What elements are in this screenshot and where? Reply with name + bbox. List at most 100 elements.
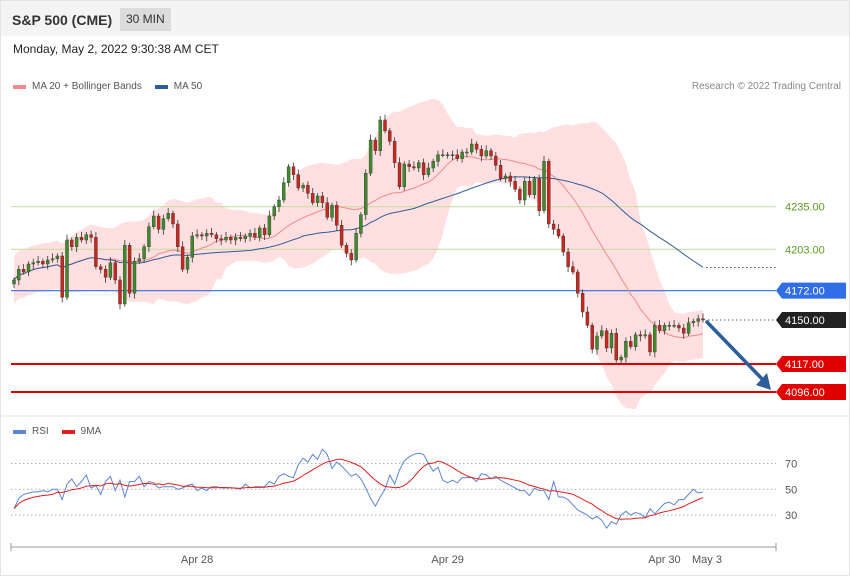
candle-body	[556, 229, 561, 237]
candle-body	[585, 311, 590, 326]
candle-body	[36, 261, 40, 263]
candle-body	[142, 246, 146, 259]
candle-body	[60, 255, 64, 298]
candle-body	[373, 139, 378, 151]
candle-body	[339, 225, 344, 246]
candle-body	[388, 130, 392, 142]
candle-body	[696, 318, 700, 322]
candle-body	[460, 151, 464, 159]
forecast-arrow-shaft	[705, 320, 767, 384]
candle-body	[277, 199, 281, 207]
candle-body	[523, 181, 527, 201]
candle-body	[576, 271, 580, 294]
legend-label-ma20: MA 20 + Bollinger Bands	[32, 81, 142, 92]
candle-body	[518, 189, 522, 201]
candle-body	[667, 325, 671, 327]
candle-body	[691, 321, 696, 323]
level-4203-00-label: 4203.00	[785, 244, 825, 256]
candle-body	[243, 235, 248, 239]
candle-body	[286, 166, 291, 183]
rsi-level-label-70: 70	[785, 458, 797, 470]
candle-body	[566, 251, 570, 267]
candle-body	[426, 167, 431, 175]
legend-swatch-ma50	[154, 84, 168, 89]
candle-body	[151, 215, 156, 227]
candle-body	[561, 235, 565, 253]
candle-body	[489, 150, 493, 157]
x-tick-label: Apr 29	[431, 554, 463, 566]
candle-body	[672, 325, 676, 327]
x-tick-label: Apr 30	[648, 554, 680, 566]
candle-body	[195, 234, 199, 237]
candle-body	[527, 181, 532, 195]
candle-body	[127, 245, 132, 294]
legend-label-rsi: RSI	[32, 426, 49, 437]
candle-body	[648, 334, 652, 353]
rsi-panel: 70 50 30	[11, 448, 797, 529]
candle-body	[31, 262, 35, 265]
candle-body	[537, 178, 541, 211]
legend-swatch-ma20	[13, 84, 26, 89]
legend-item-ma50: MA 50	[154, 81, 202, 92]
candle-body	[253, 233, 257, 238]
candle-body	[171, 213, 175, 225]
candle-body	[344, 245, 349, 254]
candle-body	[609, 333, 614, 349]
timestamp: Monday, May 2, 2022 9:30:38 AM CET	[13, 42, 219, 56]
candle-body	[551, 223, 556, 230]
candle-body	[147, 226, 151, 247]
x-tick-label: Apr 28	[181, 554, 213, 566]
candle-body	[470, 143, 474, 153]
rsi-level-label-50: 50	[785, 484, 797, 496]
candle-body	[209, 233, 214, 235]
candle-body	[161, 218, 166, 230]
candle-body	[94, 237, 98, 267]
candle-body	[262, 227, 267, 235]
research-credit: Research © 2022 Trading Central	[691, 81, 841, 92]
candle-body	[238, 237, 243, 239]
candle-body	[21, 269, 26, 273]
candle-body	[595, 335, 599, 350]
level-4235-00-label: 4235.00	[785, 202, 825, 214]
candle-body	[484, 150, 488, 157]
candle-body	[431, 161, 435, 169]
candle-body	[291, 166, 296, 175]
candle-body	[89, 234, 93, 238]
candle-body	[547, 161, 551, 225]
candle-body	[412, 166, 416, 169]
level-labels: 4235.00 4203.00 4172.00 4150.00 4117.00 4096.…	[776, 202, 846, 400]
candle-body	[248, 233, 252, 237]
legend-item-ma20: MA 20 + Bollinger Bands	[13, 81, 142, 92]
legend-item-rsi: RSI	[13, 426, 49, 437]
candle-body	[315, 195, 320, 203]
candle-body	[224, 237, 228, 241]
candle-body	[204, 233, 209, 237]
candle-body	[508, 175, 512, 182]
candle-body	[123, 245, 127, 305]
bollinger-band	[14, 99, 703, 410]
candle-body	[407, 163, 411, 167]
candle-body	[441, 154, 445, 156]
candle-body	[190, 235, 195, 258]
candle-body	[619, 357, 623, 361]
x-axis: Apr 28 Apr 29 Apr 30 May 3	[10, 543, 777, 566]
candle-body	[494, 155, 498, 166]
level-4117-00-label: 4117.00	[785, 359, 824, 371]
level-4117-00-tag	[776, 356, 846, 372]
candle-body	[41, 261, 45, 265]
interval-badge[interactable]: 30 MIN	[120, 8, 171, 31]
candle-body	[156, 215, 161, 230]
candle-body	[657, 325, 662, 331]
level-4150-00-tag	[776, 312, 846, 328]
candle-body	[421, 162, 426, 175]
candle-body	[392, 141, 397, 163]
candle-body	[653, 325, 657, 353]
candle-body	[479, 149, 484, 157]
candle-body	[354, 233, 358, 261]
candle-body	[272, 206, 276, 217]
candle-body	[364, 173, 368, 215]
candle-body	[98, 266, 103, 270]
candle-body	[55, 255, 60, 259]
candle-body	[46, 259, 50, 265]
